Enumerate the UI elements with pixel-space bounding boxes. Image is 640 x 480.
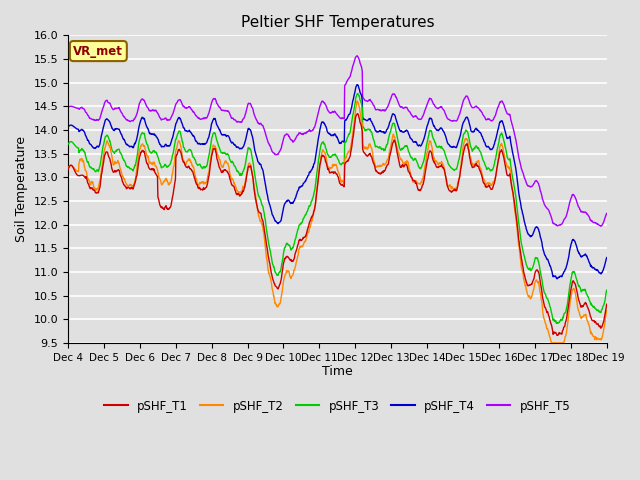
pSHF_T1 (353, 111, 361, 117)
pSHF_T5 (184, 105, 191, 110)
Line: pSHF_T3: pSHF_T3 (68, 94, 607, 324)
pSHF_T2 (548, 340, 556, 346)
pSHF_T5 (244, 101, 252, 107)
pSHF_T2 (64, 165, 72, 171)
pSHF_T1 (244, 165, 252, 170)
pSHF_T5 (64, 104, 72, 110)
pSHF_T2 (540, 312, 547, 317)
pSHF_T1 (184, 164, 191, 170)
pSHF_T5 (421, 107, 429, 113)
pSHF_T4 (554, 276, 561, 282)
pSHF_T2 (184, 157, 191, 163)
pSHF_T2 (171, 157, 179, 163)
pSHF_T1 (64, 167, 72, 173)
pSHF_T4 (171, 126, 179, 132)
Line: pSHF_T4: pSHF_T4 (68, 84, 607, 279)
pSHF_T5 (603, 211, 611, 216)
pSHF_T3 (244, 145, 252, 151)
pSHF_T3 (171, 142, 179, 148)
pSHF_T1 (171, 180, 179, 186)
pSHF_T4 (421, 132, 429, 137)
pSHF_T2 (244, 163, 252, 169)
X-axis label: Time: Time (322, 365, 353, 378)
pSHF_T1 (540, 297, 547, 302)
pSHF_T2 (603, 308, 611, 313)
pSHF_T3 (421, 151, 429, 157)
pSHF_T3 (184, 148, 191, 154)
pSHF_T5 (171, 105, 179, 111)
Line: pSHF_T2: pSHF_T2 (68, 101, 607, 343)
pSHF_T2 (421, 163, 429, 168)
pSHF_T2 (353, 98, 361, 104)
pSHF_T3 (540, 284, 547, 290)
Line: pSHF_T5: pSHF_T5 (68, 56, 607, 226)
pSHF_T5 (492, 112, 499, 118)
pSHF_T5 (597, 223, 605, 229)
pSHF_T4 (184, 129, 191, 134)
pSHF_T5 (353, 53, 361, 59)
pSHF_T4 (353, 82, 361, 87)
pSHF_T4 (244, 126, 252, 132)
pSHF_T4 (492, 137, 499, 143)
pSHF_T4 (64, 124, 72, 130)
pSHF_T5 (540, 198, 547, 204)
pSHF_T3 (353, 91, 361, 96)
pSHF_T1 (492, 175, 499, 180)
Title: Peltier SHF Temperatures: Peltier SHF Temperatures (241, 15, 434, 30)
pSHF_T2 (492, 174, 499, 180)
pSHF_T3 (64, 142, 72, 147)
Text: VR_met: VR_met (74, 45, 124, 58)
Y-axis label: Soil Temperature: Soil Temperature (15, 136, 28, 242)
pSHF_T1 (554, 333, 561, 338)
pSHF_T3 (554, 321, 561, 326)
pSHF_T1 (603, 301, 611, 307)
pSHF_T4 (603, 255, 611, 261)
pSHF_T1 (421, 169, 429, 175)
Legend: pSHF_T1, pSHF_T2, pSHF_T3, pSHF_T4, pSHF_T5: pSHF_T1, pSHF_T2, pSHF_T3, pSHF_T4, pSHF… (99, 395, 575, 417)
pSHF_T3 (603, 288, 611, 293)
pSHF_T3 (492, 156, 499, 162)
pSHF_T4 (540, 246, 547, 252)
Line: pSHF_T1: pSHF_T1 (68, 114, 607, 336)
